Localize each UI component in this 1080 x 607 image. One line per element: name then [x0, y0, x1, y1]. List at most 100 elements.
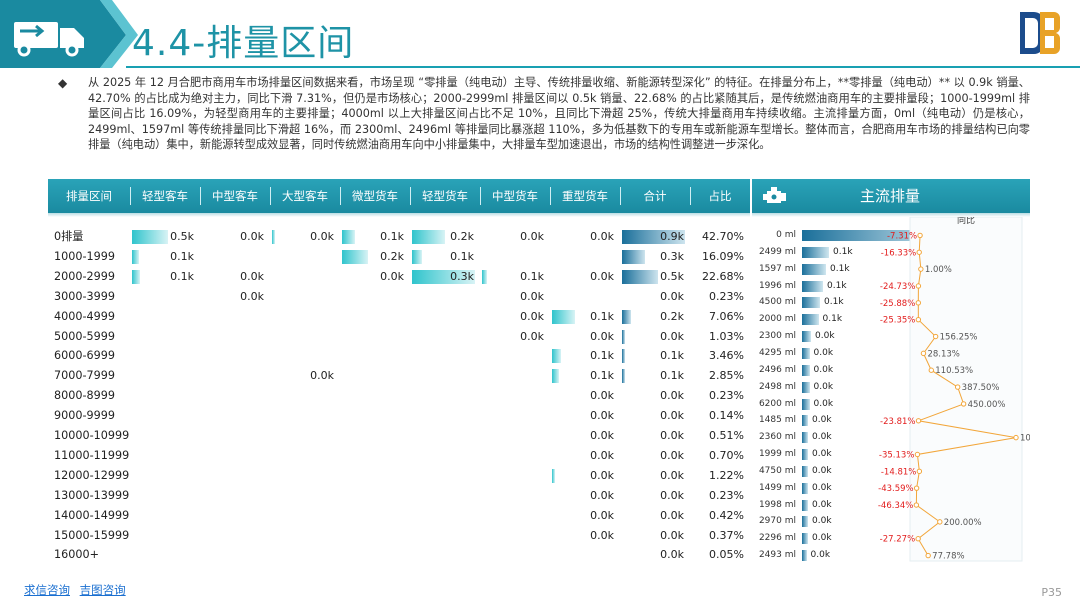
- mainstream-row: 1999 ml 0.0k: [752, 446, 1030, 463]
- volume-value: 0.0k: [812, 516, 832, 527]
- value-cell: [340, 486, 410, 506]
- value-cell: 0.0k: [480, 227, 550, 247]
- volume-bar: [802, 398, 810, 410]
- data-bar: [622, 309, 632, 324]
- volume-bar: [802, 246, 829, 258]
- yoy-point: [925, 552, 931, 559]
- share-value: 0.37%: [709, 528, 744, 542]
- yoy-label: 1.00%: [925, 265, 952, 275]
- volume-bar: [802, 533, 808, 545]
- table-row: 14000-14999 0.0k 0.0k 0.42%: [48, 506, 750, 526]
- value-cell: [480, 426, 550, 446]
- value-cell: [410, 386, 480, 406]
- data-bar: [552, 468, 556, 483]
- cell-value: 0.0k: [590, 448, 614, 462]
- data-bar: [622, 269, 659, 284]
- value-cell: [270, 307, 340, 327]
- cell-value: 0.3k: [450, 269, 474, 283]
- footer-link-jitu[interactable]: 吉图咨询: [79, 583, 126, 597]
- value-cell: [130, 545, 200, 565]
- column-separator: [690, 187, 691, 205]
- value-cell: [410, 366, 480, 386]
- volume-bar: [802, 482, 808, 494]
- row-label: 16000+: [54, 548, 99, 562]
- value-cell: [270, 327, 340, 347]
- data-bar: [412, 249, 422, 264]
- table-row: 16000+ 0.0k 0.05%: [48, 545, 750, 565]
- yoy-label: -25.35%: [880, 316, 915, 326]
- value-cell: [200, 327, 270, 347]
- footer-link-qiuxin[interactable]: 求信咨询: [24, 583, 70, 597]
- displacement-label: 2499 ml: [758, 246, 796, 257]
- value-cell: [480, 545, 550, 565]
- row-label: 8000-8999: [54, 389, 115, 403]
- value-cell: [200, 346, 270, 366]
- value-cell: [480, 247, 550, 267]
- value-cell: [130, 287, 200, 307]
- value-cell: [200, 247, 270, 267]
- volume-value: 0.1k: [830, 263, 850, 274]
- value-cell: 0.0k: [550, 227, 620, 247]
- data-bar: [132, 269, 140, 284]
- share-value: 0.70%: [709, 448, 744, 462]
- volume-bar: [802, 314, 819, 326]
- cell-value: 0.9k: [660, 230, 684, 243]
- value-cell: [340, 287, 410, 307]
- value-cell: [480, 466, 550, 486]
- mainstream-row: 2496 ml 0.0k: [752, 362, 1030, 379]
- value-cell: [130, 366, 200, 386]
- mainstream-row: 2970 ml 0.0k: [752, 513, 1030, 530]
- yoy-label: 1000.00%: [1020, 434, 1030, 444]
- yoy-label: -16.33%: [881, 248, 916, 258]
- displacement-label: 0 ml: [776, 230, 796, 240]
- cell-value: 0.0k: [590, 429, 614, 442]
- value-cell: [270, 545, 340, 565]
- footer-links: 求信咨询 吉图咨询: [24, 582, 132, 598]
- engine-icon: [763, 187, 786, 203]
- value-cell: [410, 406, 480, 426]
- value-cell: [270, 446, 340, 466]
- value-cell: [130, 486, 200, 506]
- yoy-label: 387.50%: [962, 383, 1000, 393]
- total-cell: 0.0k: [620, 287, 690, 307]
- cell-value: 0.0k: [240, 269, 264, 283]
- mainstream-row: 6200 ml 0.0k: [752, 396, 1030, 413]
- value-cell: [130, 346, 200, 366]
- volume-bar: [802, 364, 810, 376]
- volume-bar: [802, 499, 808, 511]
- table-row: 11000-11999 0.0k 0.0k 0.70%: [48, 446, 750, 466]
- value-cell: [270, 406, 340, 426]
- value-cell: 0.0k: [340, 267, 410, 287]
- volume-value: 0.0k: [813, 381, 834, 392]
- yoy-line-chart: 同比 -7.31% -16.33% 1.00% -24.73% -25.88% -25.35…: [878, 217, 1030, 562]
- value-cell: [270, 346, 340, 366]
- row-label: 6000-6999: [54, 349, 115, 363]
- displacement-label: 2300 ml: [758, 331, 796, 342]
- yoy-label: -14.81%: [881, 467, 916, 477]
- cell-value: 0.2k: [660, 309, 684, 323]
- displacement-label: 2970 ml: [758, 516, 796, 527]
- data-bar: [132, 249, 139, 264]
- value-cell: [340, 526, 410, 546]
- bullet-icon: ◆: [58, 76, 68, 90]
- value-cell: 0.0k: [480, 287, 550, 307]
- cell-value: 0.0k: [240, 289, 264, 303]
- share-value: 1.03%: [709, 329, 744, 343]
- yoy-label: -27.27%: [880, 535, 915, 545]
- value-cell: [480, 506, 550, 526]
- value-cell: [550, 287, 620, 307]
- data-bar: [622, 230, 685, 244]
- yoy-label: 77.78%: [932, 552, 964, 562]
- value-cell: 0.0k: [550, 426, 620, 446]
- row-label: 15000-15999: [54, 528, 130, 542]
- value-cell: [270, 287, 340, 307]
- yoy-label: -43.59%: [878, 484, 913, 494]
- value-cell: [200, 506, 270, 526]
- value-cell: [480, 486, 550, 506]
- column-header-2: 中型客车: [212, 189, 258, 203]
- value-cell: [340, 386, 410, 406]
- total-cell: 0.0k: [620, 466, 690, 486]
- volume-bar: [802, 263, 826, 275]
- cell-value: 0.0k: [660, 389, 684, 403]
- cell-value: 0.0k: [590, 488, 614, 502]
